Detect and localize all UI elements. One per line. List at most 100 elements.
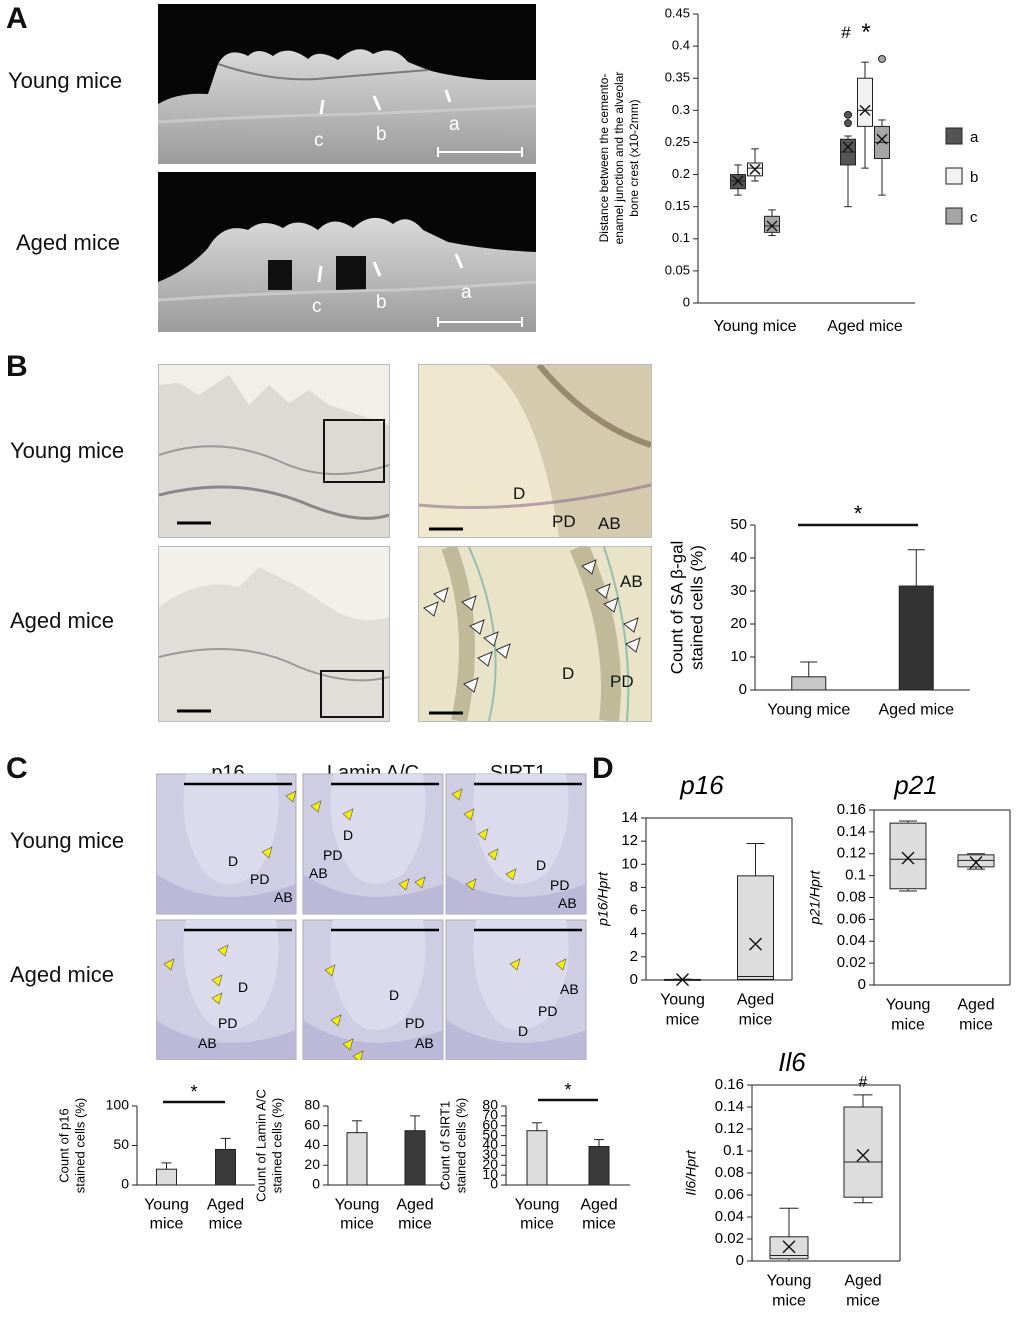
y-tick-label: 50 (482, 1126, 498, 1142)
y-tick-label: 0.02 (715, 1230, 744, 1247)
tooth-label-c-young: c (314, 130, 324, 151)
arrowheads-sa-bgal (423, 559, 641, 693)
label-ab-young-b: AB (598, 514, 621, 533)
legend-label-c: c (970, 209, 978, 226)
panel-label-a: A (6, 2, 28, 35)
x-tick-label: Aged (957, 996, 994, 1013)
box-a-0 (730, 164, 746, 196)
ihc-image-young-1: DPD AB (302, 773, 444, 915)
y-tick-label: 40 (304, 1136, 320, 1152)
y-tick-label: 2 (630, 948, 638, 965)
row-label-aged-b: Aged mice (10, 608, 114, 633)
x-tick-label: Young (515, 1196, 560, 1213)
arrowhead (342, 1038, 354, 1051)
y-tick-label: 0.08 (837, 888, 866, 905)
x-tick-label: mice (520, 1215, 554, 1232)
x-tick-label: Young (767, 1272, 812, 1289)
histology-young-zoom (418, 364, 652, 538)
box (737, 875, 774, 980)
y-tick-label: 80 (482, 1097, 498, 1113)
ihc-label-PD: PD (250, 871, 269, 887)
x-tick-label: mice (150, 1215, 184, 1232)
panel-label-d: D (592, 752, 614, 785)
ihc-label-AB: AB (560, 981, 579, 997)
ihc-bone (446, 1020, 586, 1060)
arrowhead (330, 1014, 342, 1027)
marker-c-aged (317, 265, 323, 283)
y-tick-label: 0.08 (715, 1164, 744, 1181)
outlier-point (844, 119, 852, 128)
mean-marker (876, 133, 888, 145)
chart-sa-bgal: 0 10 20 30 40 50 Young mice Aged mice Count of S… (667, 505, 970, 718)
bar-1 (588, 1145, 610, 1186)
arrowhead (324, 964, 336, 977)
arrowhead (352, 1050, 364, 1060)
panel-label-c: C (6, 752, 28, 785)
y-tick-label: 6 (630, 902, 638, 919)
x-tick-label: Young (660, 991, 705, 1008)
box-0 (664, 973, 701, 987)
ihc-label-PD: PD (550, 877, 569, 893)
label-d-young-b: D (513, 484, 526, 503)
histology-aged-overview (158, 546, 390, 722)
y-tick-label: 0 (490, 1176, 498, 1192)
mean-marker (676, 973, 689, 987)
ihc-image-young-0: D PD AB (156, 773, 297, 915)
y-axis-label: Count of SIRT1 stained cells (%) (440, 1098, 468, 1193)
y-tick-label: 80 (304, 1097, 320, 1113)
y-tick-label: 0.14 (837, 823, 866, 840)
outlier-point (878, 54, 886, 63)
il6-mark: # (859, 1074, 868, 1091)
outlier-point (844, 110, 852, 119)
y-tick-label: 20 (730, 615, 747, 632)
mean-marker (901, 851, 915, 865)
ihc-label-D: D (238, 979, 248, 995)
histology-young-overview (158, 364, 390, 538)
y-axis-label: Count of SA β-gal stained cells (%) (667, 541, 706, 675)
ihc-label-D: D (536, 857, 546, 873)
arrowhead (477, 828, 489, 841)
box-c-0 (764, 209, 780, 237)
y-tick-label: 0 (630, 971, 638, 988)
box (764, 215, 780, 233)
y-tick-label: 10 (621, 855, 638, 872)
ihc-label-D: D (518, 1023, 528, 1039)
mean-marker (732, 175, 744, 187)
y-axis-label-line: Count of Lamin A/C (253, 1089, 268, 1202)
x-tick-label: mice (739, 1011, 773, 1028)
y-axis-label-line: Count of SA β-gal (667, 541, 686, 675)
chart-cej-distance: 0 0.05 0.1 0.15 0.2 0.25 0.3 0.35 0.4 0.45 Young m… (597, 5, 979, 335)
arrowhead (465, 878, 477, 891)
arrowhead (487, 848, 499, 861)
y-tick-label: 0.2 (672, 166, 690, 181)
y-axis-label-line: p16/Hprt (595, 871, 611, 927)
x-tick-label: mice (891, 1016, 925, 1033)
significance-mark: * (564, 1080, 571, 1100)
x-tick-label: Young (886, 996, 931, 1013)
y-tick-label: 50 (113, 1136, 129, 1152)
bar-1 (898, 585, 934, 691)
marker-b-aged (372, 261, 382, 277)
ihc-label-D: D (389, 987, 399, 1003)
ihc-dentin (330, 920, 426, 1030)
ihc-bone (156, 1020, 296, 1060)
ihc-label-D: D (343, 827, 353, 843)
y-tick-label: 0 (739, 681, 747, 698)
bar-0 (526, 1130, 548, 1186)
y-tick-label: 0 (121, 1176, 129, 1192)
box-1 (957, 853, 995, 870)
bar-0 (346, 1132, 368, 1186)
y-axis-label-line: stained cells (%) (687, 545, 706, 670)
mean-marker (749, 937, 762, 951)
y-tick-label: 0.1 (723, 1142, 744, 1159)
y-tick-label: 0.12 (837, 845, 866, 862)
y-tick-label: 50 (730, 516, 747, 533)
ihc-label-D: D (228, 853, 238, 869)
legend-swatch-c (945, 207, 963, 225)
marker-c-young (319, 99, 325, 115)
y-axis-label-line: stained cells (%) (72, 1098, 87, 1193)
ihc-label-AB: AB (415, 1035, 434, 1051)
